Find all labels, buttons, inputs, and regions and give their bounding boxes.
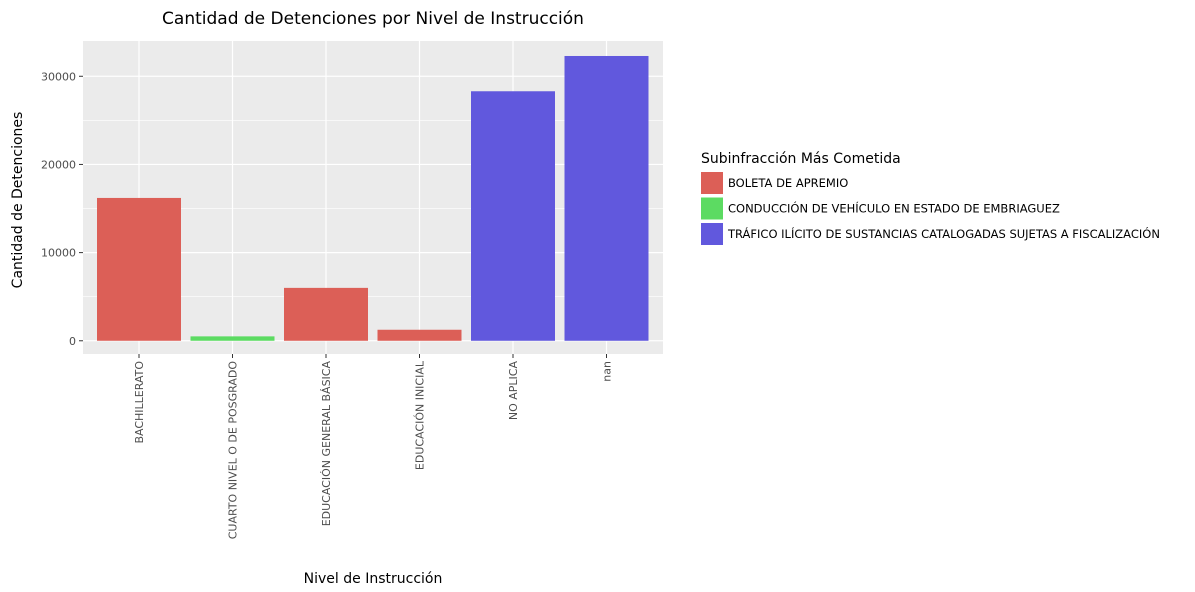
y-axis-title: Cantidad de Detenciones — [10, 112, 26, 289]
legend-swatch — [701, 172, 723, 194]
y-tick-label: 20000 — [41, 158, 76, 171]
x-tick-label: BACHILLERATO — [133, 361, 146, 444]
x-tick-label: NO APLICA — [507, 361, 520, 421]
x-axis: BACHILLERATO CUARTO NIVEL O DE POSGRADO ED… — [133, 354, 614, 539]
chart-title: Cantidad de Detenciones por Nivel de Ins… — [162, 9, 584, 29]
bar — [564, 55, 649, 341]
legend: Subinfracción Más Cometida BOLETA DE APR… — [701, 151, 1160, 245]
legend-swatch — [701, 223, 723, 245]
y-tick-label: 10000 — [41, 247, 76, 260]
x-tick-label: EDUCACIÓN INICIAL — [414, 360, 427, 470]
bar — [284, 287, 368, 341]
y-tick-label: 0 — [69, 335, 76, 348]
legend-label: TRÁFICO ILÍCITO DE SUSTANCIAS CATALOGADA… — [727, 226, 1160, 241]
bars — [97, 55, 649, 341]
y-axis: 0 10000 20000 30000 — [41, 70, 83, 348]
x-tick-label: CUARTO NIVEL O DE POSGRADO — [227, 361, 240, 540]
legend-swatch — [701, 197, 723, 220]
legend-title: Subinfracción Más Cometida — [701, 151, 901, 167]
bar — [471, 91, 555, 341]
bar — [377, 329, 462, 341]
x-tick-label: nan — [601, 361, 614, 382]
bar — [97, 197, 181, 341]
x-tick-label: EDUCACIÓN GENERAL BÁSICA — [320, 361, 333, 527]
x-axis-title: Nivel de Instrucción — [304, 571, 443, 587]
legend-label: BOLETA DE APREMIO — [728, 176, 848, 190]
y-tick-label: 30000 — [41, 70, 76, 83]
bar — [190, 336, 275, 341]
legend-label: CONDUCCIÓN DE VEHÍCULO EN ESTADO DE EMBR… — [728, 201, 1060, 216]
